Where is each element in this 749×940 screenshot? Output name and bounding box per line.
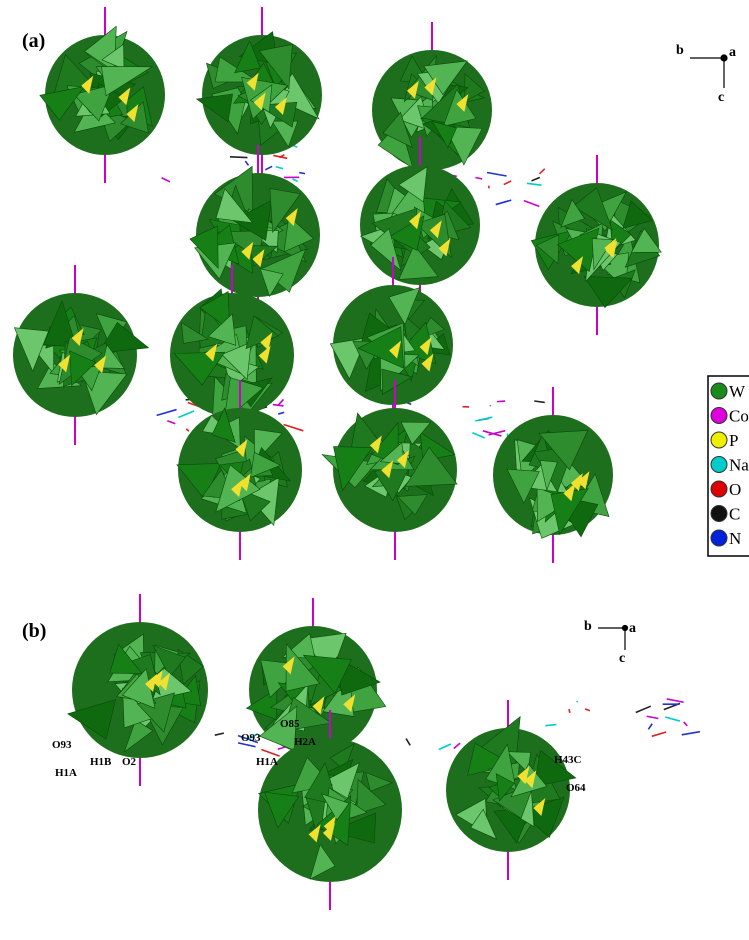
axis-label: b <box>676 43 684 58</box>
legend-swatch <box>711 432 727 448</box>
panel-label: (a) <box>22 30 45 52</box>
bond <box>157 410 177 416</box>
atom-label: O93 <box>241 732 261 744</box>
bond <box>162 178 170 182</box>
legend-label: O <box>729 480 741 499</box>
bond <box>539 169 544 174</box>
bond <box>652 732 666 736</box>
bond <box>577 701 578 702</box>
bond <box>178 411 194 417</box>
bond <box>534 401 544 402</box>
axis-glyph <box>598 55 727 650</box>
bond <box>527 183 542 185</box>
bond <box>406 739 410 746</box>
atom-label: O2 <box>122 756 137 768</box>
atom-label: H43C <box>554 754 582 766</box>
axis-label: c <box>718 90 724 105</box>
bond <box>245 161 248 165</box>
bond <box>278 399 283 405</box>
bond <box>299 173 305 174</box>
bond <box>293 179 298 181</box>
bond <box>504 181 512 185</box>
bond <box>497 401 505 402</box>
bond <box>265 166 272 170</box>
bond <box>569 709 570 713</box>
bond <box>167 421 175 424</box>
legend-label: W <box>729 382 746 401</box>
atom-label: O85 <box>280 718 300 730</box>
legend-swatch <box>711 383 727 399</box>
axis-label: a <box>629 621 636 636</box>
bond <box>276 167 283 169</box>
legend-swatch <box>711 457 727 473</box>
bond <box>585 709 590 711</box>
legend-swatch <box>711 506 727 522</box>
axis-label: a <box>729 45 736 60</box>
axis-origin <box>623 626 628 631</box>
bond <box>454 743 460 748</box>
bond <box>636 706 651 712</box>
legend-label: N <box>729 529 741 548</box>
bond <box>667 699 684 702</box>
bond <box>524 201 539 207</box>
legend-label: P <box>729 431 738 450</box>
page: (a) (b) b a c b a c O93 H1B O2 H1A O93 O85 H2A… <box>0 0 749 940</box>
bond <box>647 716 659 718</box>
bond <box>487 172 507 176</box>
bond <box>439 744 451 750</box>
bond <box>278 412 284 414</box>
legend-label: Na <box>729 456 749 475</box>
bond <box>532 177 540 180</box>
legend-swatch <box>711 530 727 546</box>
bond <box>230 157 247 158</box>
bond <box>684 722 688 726</box>
legend-swatch <box>711 481 727 497</box>
atom-label: O64 <box>566 782 586 794</box>
bond <box>682 732 700 735</box>
bond <box>215 733 224 735</box>
atom-label: H1A <box>55 767 77 779</box>
legend-label: Co <box>729 407 749 426</box>
panel-label: (b) <box>22 620 46 642</box>
atom-label: H1B <box>90 756 112 768</box>
bond <box>186 429 189 432</box>
atom-label: O93 <box>52 739 72 751</box>
bond <box>496 200 512 204</box>
bond <box>475 417 492 421</box>
atom-label: H1A <box>256 756 278 768</box>
legend-swatch <box>711 408 727 424</box>
bond <box>648 724 652 730</box>
axis-origin <box>721 55 727 61</box>
structure <box>13 7 700 910</box>
bond <box>475 178 482 180</box>
atom-label: H2A <box>294 736 316 748</box>
legend-label: C <box>729 505 740 524</box>
bond <box>545 725 556 726</box>
bond <box>665 717 680 721</box>
bond <box>472 433 484 438</box>
axis-label: b <box>584 619 592 634</box>
figure: (a) (b) b a c b a c O93 H1B O2 H1A O93 O85 H2A… <box>0 0 749 940</box>
bond <box>273 405 284 406</box>
axis-label: c <box>619 651 625 666</box>
